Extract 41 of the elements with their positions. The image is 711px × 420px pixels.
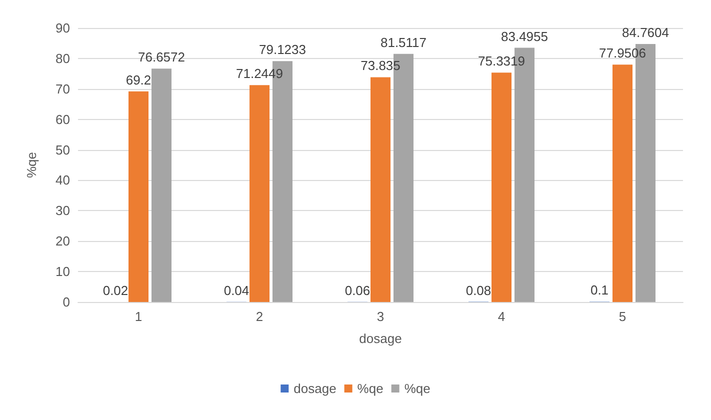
data-label: 0.08 xyxy=(466,282,492,298)
y-tick-label: 20 xyxy=(56,234,70,249)
legend-label: dosage xyxy=(294,381,336,396)
data-label: 77.9506 xyxy=(599,46,646,61)
x-axis-title: dosage xyxy=(359,331,402,346)
x-tick-label: 1 xyxy=(134,309,142,324)
data-label: 71.2449 xyxy=(236,66,283,82)
y-tick-label: 40 xyxy=(56,172,70,188)
y-tick-label: 10 xyxy=(56,264,70,280)
y-tick-label: 30 xyxy=(56,203,70,218)
x-tick-label: 4 xyxy=(498,309,506,324)
data-label: 0.1 xyxy=(590,282,609,298)
x-tick-label: 2 xyxy=(256,309,264,324)
data-label: 75.3319 xyxy=(478,54,525,69)
bar xyxy=(370,77,390,302)
bar xyxy=(492,72,512,302)
bar xyxy=(152,68,172,302)
data-label: 83.4955 xyxy=(501,28,548,44)
x-tick-label: 3 xyxy=(376,309,384,324)
legend-label: %qe xyxy=(357,381,384,396)
data-label: 81.5117 xyxy=(380,34,427,50)
bar xyxy=(612,64,632,302)
data-label: 0.04 xyxy=(224,282,250,298)
data-label: 0.02 xyxy=(102,282,128,298)
y-tick-label: 70 xyxy=(56,81,70,96)
y-tick-label: 90 xyxy=(56,20,70,36)
data-label: 0.06 xyxy=(344,282,370,298)
y-axis-title: %qe xyxy=(24,152,39,178)
y-tick-label: 0 xyxy=(62,294,70,310)
bar xyxy=(128,91,148,302)
data-label: 69.2 xyxy=(126,72,152,88)
y-tick-label: 50 xyxy=(56,142,70,158)
y-tick-label: 80 xyxy=(56,50,70,66)
data-label: 84.7604 xyxy=(622,24,669,40)
x-tick-label: 5 xyxy=(618,309,626,324)
bar xyxy=(250,85,270,302)
data-label: 76.6572 xyxy=(138,50,185,65)
y-tick-label: 60 xyxy=(56,112,70,127)
data-label: 79.1233 xyxy=(259,42,306,58)
data-label: 73.835 xyxy=(360,58,400,74)
legend-label: %qe xyxy=(404,381,430,396)
